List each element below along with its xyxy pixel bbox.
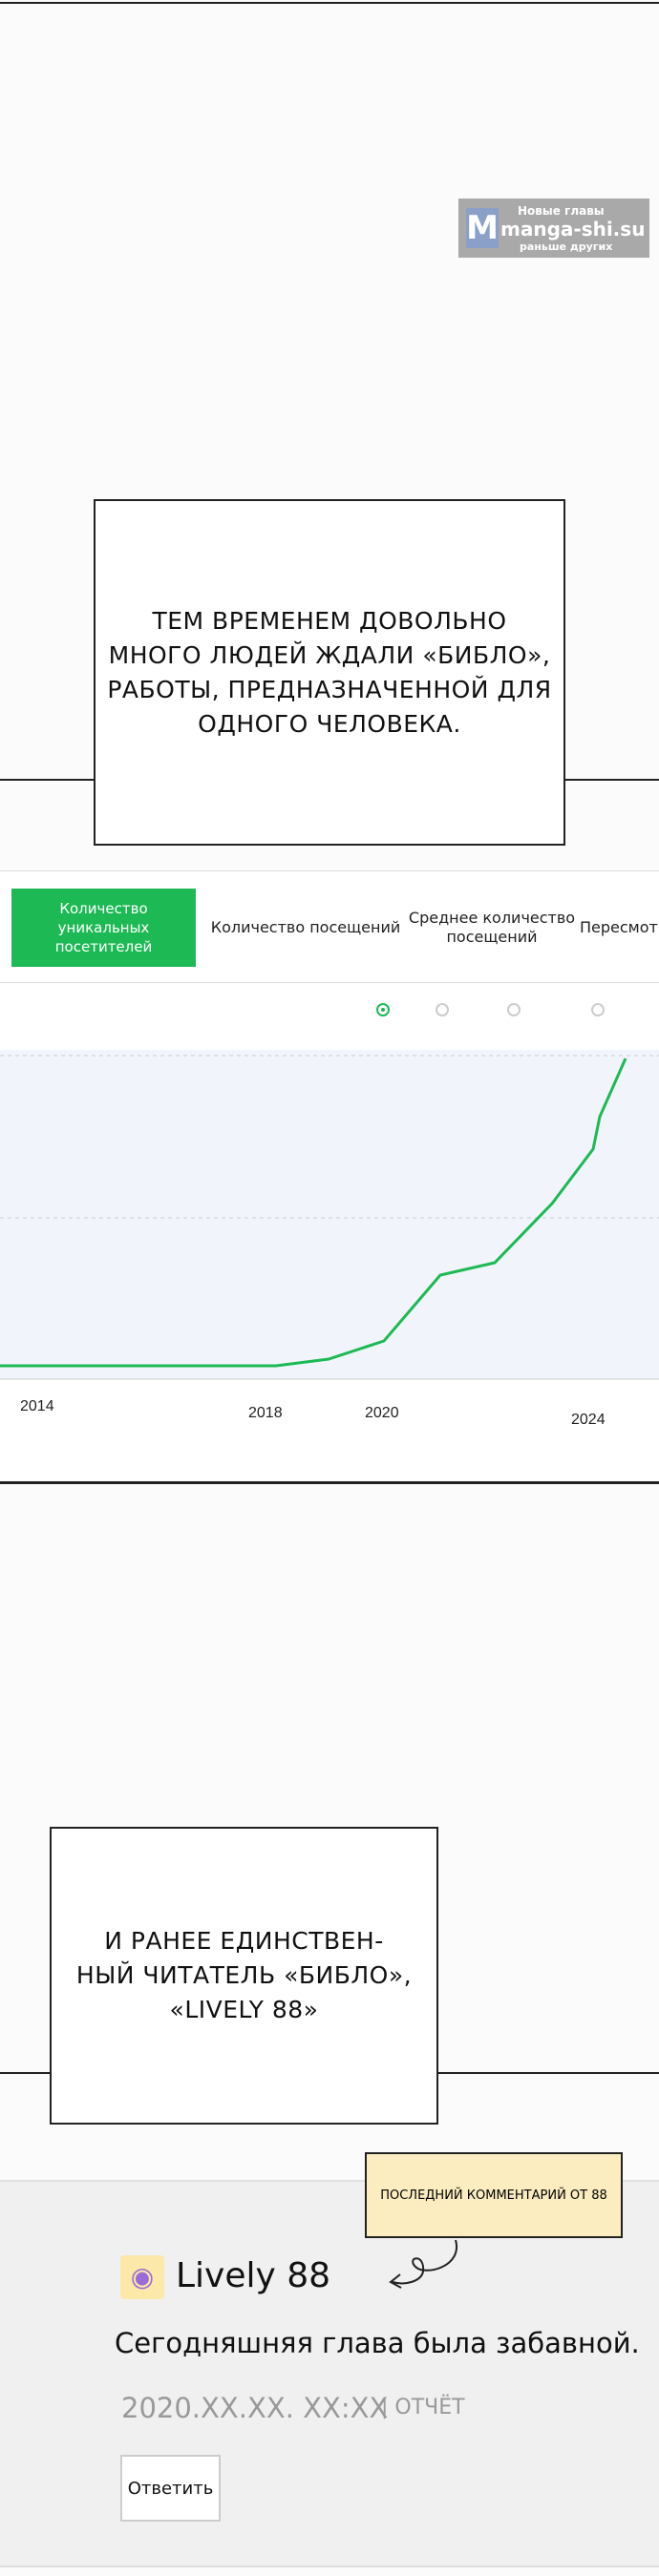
border: [0, 2, 659, 4]
x-label: 2018: [248, 1405, 283, 1421]
pager-dot[interactable]: [507, 1003, 521, 1016]
avatar: ◉: [120, 2255, 164, 2299]
panel-border: [0, 1481, 659, 1484]
comment-tag: Последний комментарий от 88: [365, 2152, 623, 2238]
pager-dot[interactable]: [591, 1003, 605, 1016]
pager-dot[interactable]: [436, 1003, 449, 1016]
caption-line: одного человека.: [198, 709, 461, 738]
caption-box: Тем временем довольно много людей ждали …: [94, 499, 565, 846]
tab[interactable]: Пересмотр: [580, 918, 659, 936]
report-link[interactable]: | отчёт: [381, 2396, 465, 2419]
caption-line: Тем временем довольно: [152, 606, 507, 635]
tab[interactable]: Среднее количество посещений: [408, 909, 576, 946]
watermark-text: раньше других: [520, 241, 613, 253]
chart: [0, 1050, 659, 1380]
trend-line: [0, 1058, 627, 1368]
x-label: 2024: [571, 1412, 606, 1428]
watermark-text: Новые главы: [518, 204, 605, 218]
comment-text: Сегодняшняя глава была забавной.: [115, 2327, 640, 2359]
comment-date: 2020.XX.XX. XX:XX: [121, 2392, 389, 2424]
plot-area: [0, 1050, 659, 1379]
pager-dot[interactable]: [376, 1003, 390, 1016]
caption-line: И ранее единствен-: [104, 1927, 384, 1955]
x-label: 2020: [365, 1405, 399, 1421]
watermark: M Новые главы manga-shi.su раньше других: [458, 199, 649, 258]
divider: [0, 982, 659, 983]
watermark-brand: manga-shi.su: [500, 218, 646, 241]
username: Lively 88: [176, 2256, 331, 2295]
logo: M: [466, 208, 499, 248]
x-label: 2014: [20, 1398, 54, 1414]
caption-line: работы, предназначенной для: [107, 675, 552, 703]
reply-button[interactable]: Ответить: [120, 2455, 221, 2522]
caption-box: И ранее единствен- ный читатель «Библо»,…: [50, 1827, 438, 2125]
comment-section: [0, 2180, 659, 2567]
arrow: [389, 2239, 458, 2289]
caption-line: много людей ждали «Библо»,: [108, 640, 551, 669]
tab[interactable]: Количество посещений: [210, 918, 401, 936]
tab-active[interactable]: Количество уникальных посетителей: [11, 889, 196, 967]
caption-line: «Lively 88»: [169, 1996, 319, 2023]
caption-line: ный читатель «Библо»,: [75, 1961, 413, 1989]
